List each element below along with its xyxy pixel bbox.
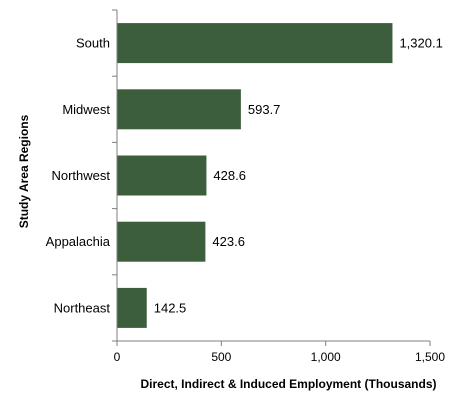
category-label-midwest: Midwest <box>62 102 110 117</box>
x-axis-title: Direct, Indirect & Induced Employment (T… <box>140 377 436 391</box>
value-label-northeast: 142.5 <box>154 300 187 315</box>
value-label-northwest: 428.6 <box>213 168 246 183</box>
category-labels-group: South Midwest Northwest Appalachia Northeast <box>46 36 111 316</box>
x-tick-label: 0 <box>114 350 121 364</box>
category-label-appalachia: Appalachia <box>46 234 111 249</box>
x-tick-label: 1,500 <box>415 350 445 364</box>
category-label-northeast: Northeast <box>54 300 111 315</box>
bar-appalachia <box>117 221 206 262</box>
bar-northeast <box>117 287 147 328</box>
value-labels-group: 1,320.1 593.7 428.6 423.6 142.5 <box>154 36 443 316</box>
x-tick-label: 1,000 <box>311 350 341 364</box>
axes-group <box>112 9 430 342</box>
bar-midwest <box>117 89 241 130</box>
category-label-south: South <box>76 36 110 51</box>
bar-south <box>117 23 393 64</box>
value-label-south: 1,320.1 <box>399 36 442 51</box>
x-tick-label: 500 <box>211 350 231 364</box>
bars-group <box>117 23 393 328</box>
value-label-midwest: 593.7 <box>248 102 281 117</box>
bar-northwest <box>117 155 207 196</box>
category-label-northwest: Northwest <box>51 168 110 183</box>
x-ticks-group: 0 500 1,000 1,500 <box>114 341 445 364</box>
value-label-appalachia: 423.6 <box>212 234 245 249</box>
y-axis-title: Study Area Regions <box>17 114 31 228</box>
